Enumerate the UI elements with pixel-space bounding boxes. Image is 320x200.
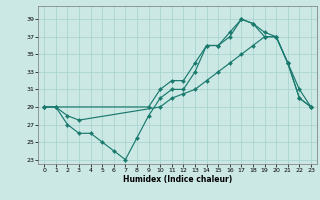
X-axis label: Humidex (Indice chaleur): Humidex (Indice chaleur) <box>123 175 232 184</box>
